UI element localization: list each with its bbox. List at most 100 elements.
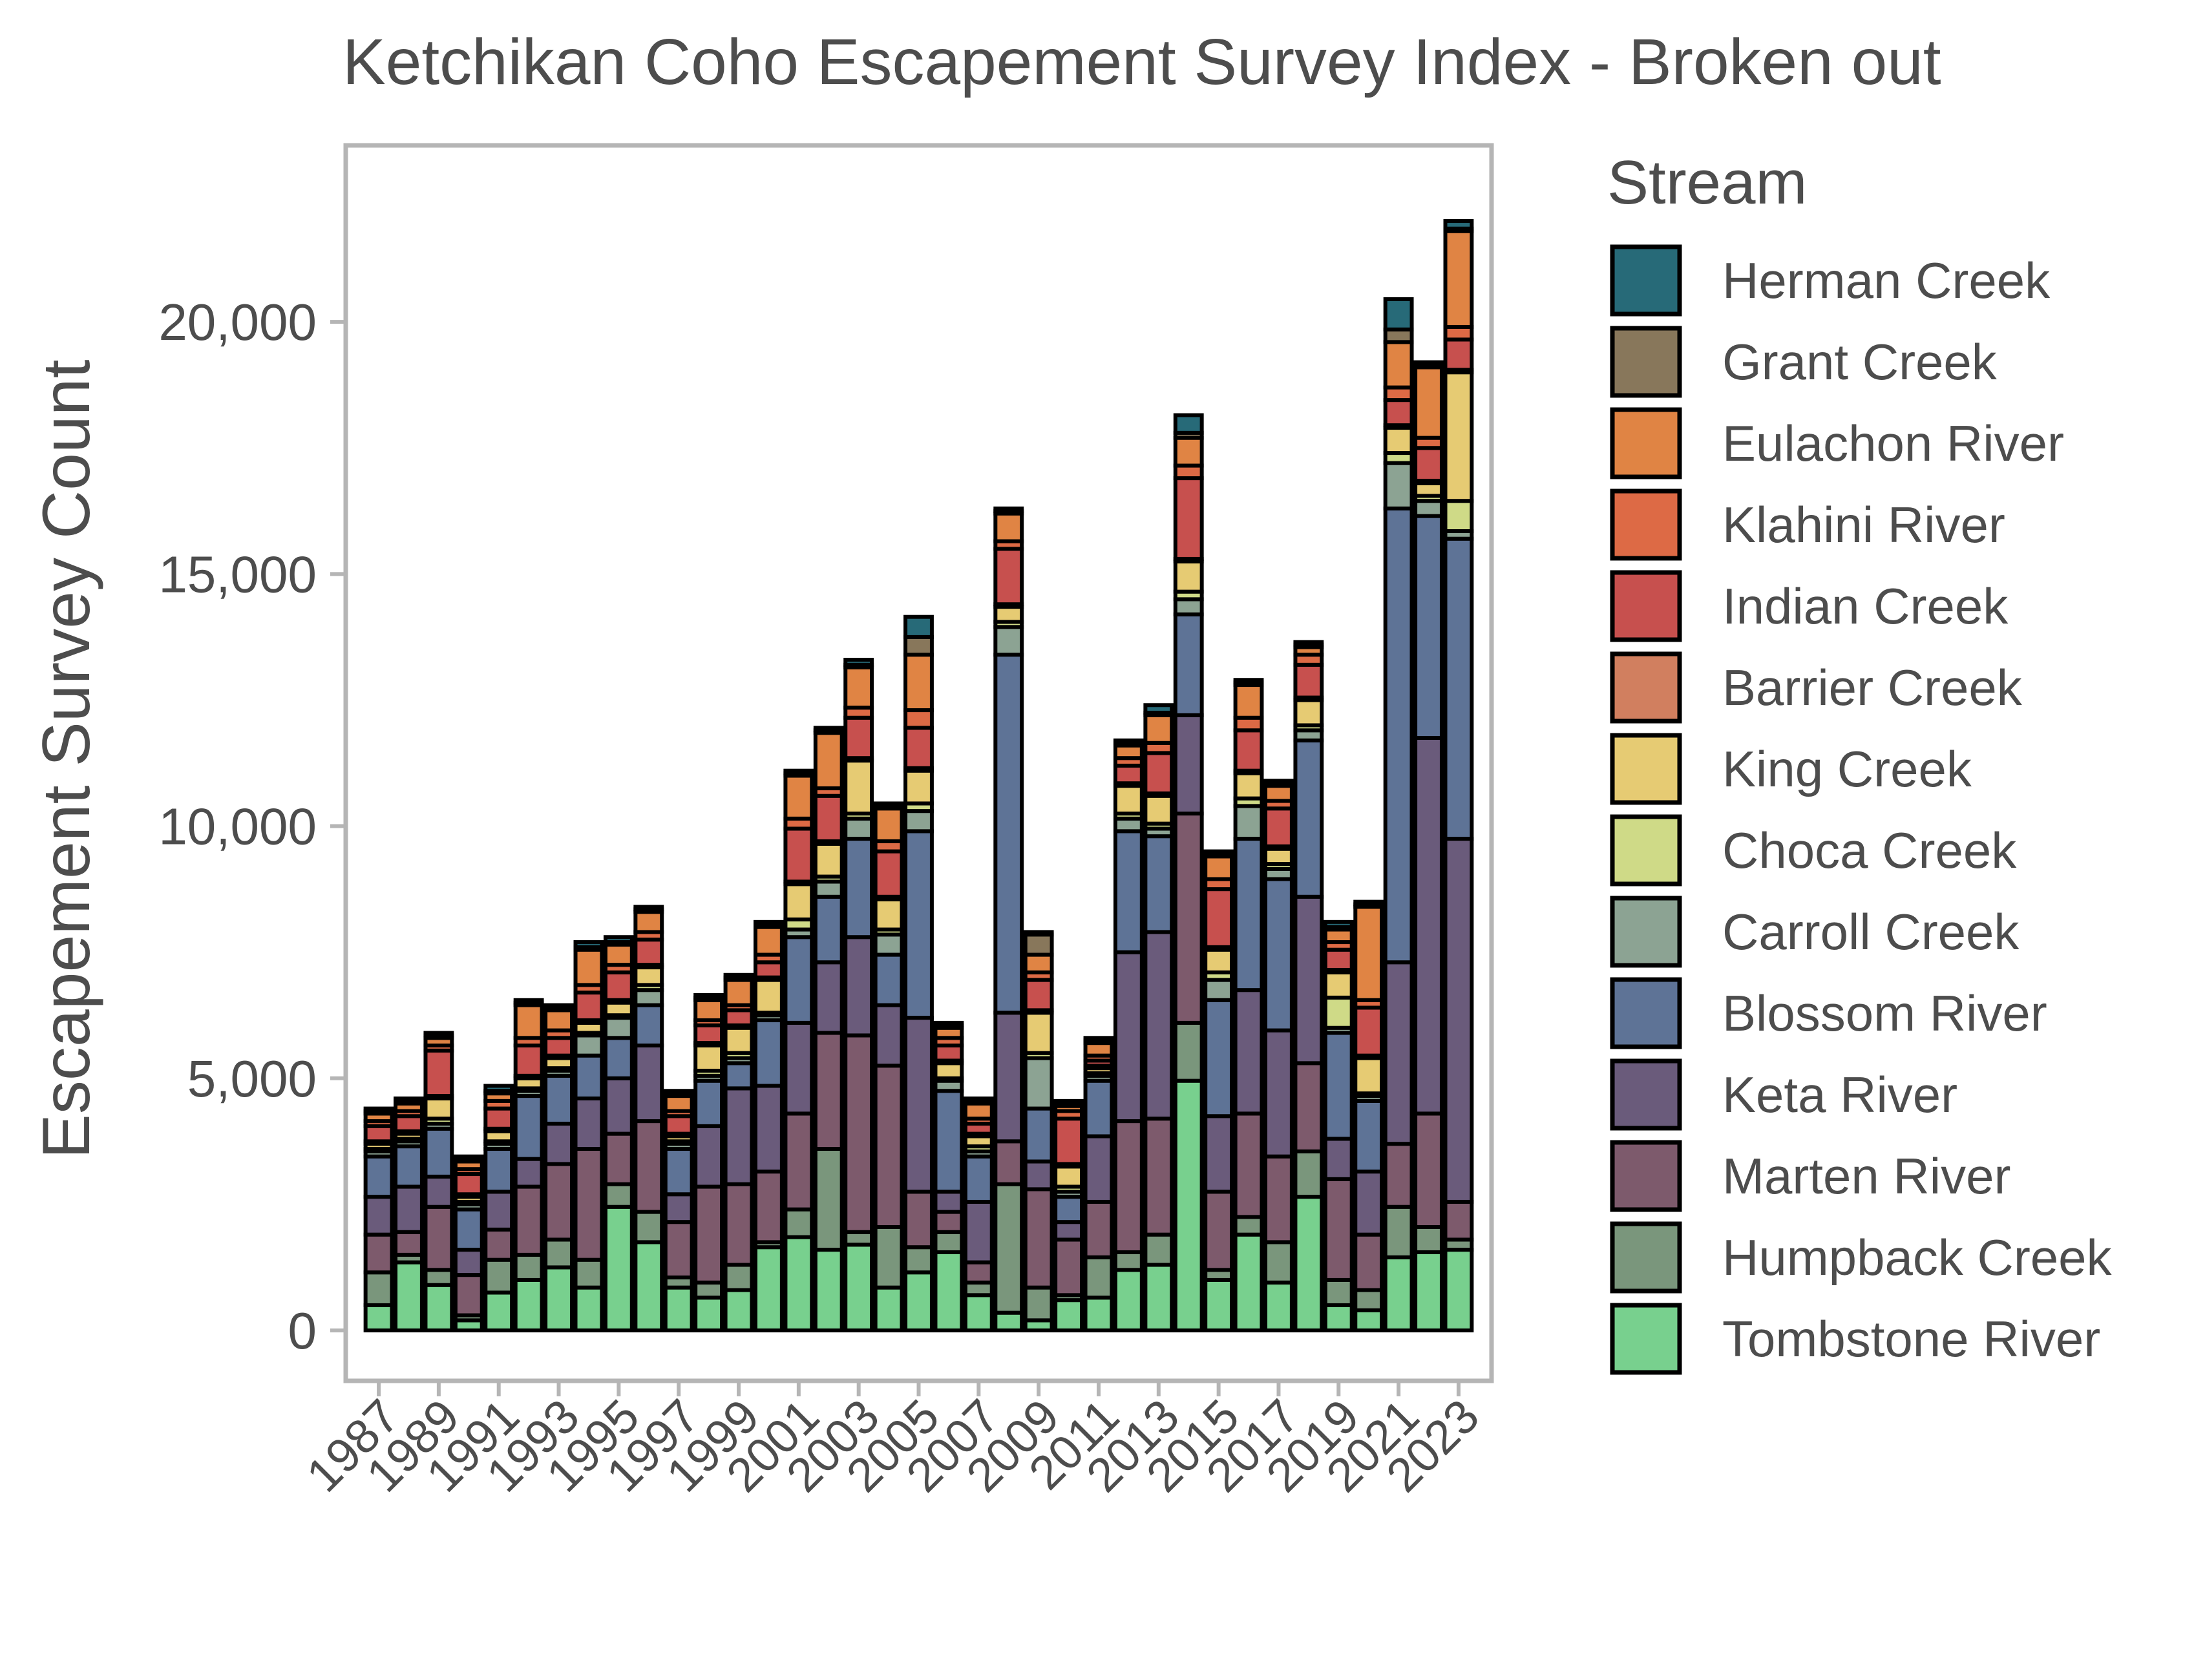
bar-segment [754,960,784,980]
bar-segment [1413,514,1444,740]
bar-segment [843,665,874,710]
bar-segment [1083,1036,1114,1043]
bar-segment [873,806,904,843]
bar-segment [873,1224,904,1290]
legend-key [1610,814,1682,887]
legend-key [1610,1140,1682,1212]
bar-segment [963,1293,994,1332]
bar-segment [633,905,664,912]
bar-segment [813,894,844,965]
bar-segment [394,1096,424,1103]
bar-segment [1053,1164,1084,1189]
bar-segment [663,1192,694,1224]
bar-segment [723,1008,754,1027]
bar-segment [843,935,874,1038]
bar-segment [1203,887,1234,949]
bar-segment [873,952,904,1007]
bar-segment [993,1182,1024,1315]
bar-segment [1173,559,1204,594]
legend-key [1610,651,1682,724]
legend-key [1610,896,1682,968]
bar-segment [783,1020,814,1116]
bar-segment [423,1204,454,1272]
bar-segment [1383,1255,1414,1332]
bar-segment [1443,1248,1474,1332]
bar-segment [483,1190,514,1232]
legend-label: Keta River [1722,1066,1957,1123]
bar-segment [394,1230,424,1257]
bar-segment [1173,713,1204,816]
bar-segment [873,849,904,899]
bar-segment [1353,1170,1384,1237]
bar-segment [783,768,814,775]
bar-segment [813,879,844,899]
legend-key [1610,977,1682,1049]
bar-segment [1383,426,1414,456]
bar-segment [933,1210,964,1234]
bar-segment [1323,1277,1354,1307]
bar-segment [663,1114,694,1136]
legend-label: Carroll Creek [1722,903,2020,960]
bar-segment [843,715,874,761]
bar-segment [1443,337,1474,372]
bar-segment [1293,1149,1324,1199]
bar-segment [1203,978,1234,1002]
bar-segment [1263,1154,1294,1244]
bar-segment [453,1207,484,1252]
legend-label: Grant Creek [1722,333,1998,390]
bar-segment [513,1252,544,1282]
bar-segment [573,940,604,949]
bar-segment [1413,1224,1444,1254]
bar-segment [1143,834,1174,934]
bar-segment [933,1044,964,1063]
bar-segment [754,978,784,1015]
bar-segment [1293,1195,1324,1332]
bar-segment [903,1016,934,1194]
bar-segment [993,1139,1024,1186]
bar-segment [1353,1288,1384,1312]
bar-segment [903,809,934,834]
bar-segment [633,910,664,934]
bar-segment [1023,1187,1054,1290]
bar-segment [723,1182,754,1267]
bar-segment [1233,771,1264,801]
legend-label: Marten River [1722,1148,2010,1204]
bar-segment [573,1147,604,1262]
bar-segment [1323,919,1354,929]
legend-label: Klahini River [1722,496,2005,553]
bar-segment [633,938,664,967]
bar-segment [1353,899,1384,907]
bar-segment [723,972,754,980]
bar-segment [693,1023,724,1045]
bar-segment [993,625,1024,657]
bar-segment [1113,763,1144,786]
bar-segment [723,1025,754,1055]
legend-key [1610,407,1682,479]
bar-segment [693,1296,724,1332]
bar-segment [603,1182,634,1209]
bar-segment [933,1089,964,1194]
legend-key [1610,1221,1682,1294]
bar-segment [1323,1177,1354,1282]
bar-segment [363,1106,394,1113]
y-tick-label: 20,000 [158,293,317,351]
bar-segment [394,1260,424,1332]
bar-segment [843,837,874,940]
bar-segment [1263,1028,1294,1159]
bar-segment [693,1184,724,1285]
bar-segment [1233,1232,1264,1332]
bar-segment [513,1044,544,1078]
bar-segment [1173,612,1204,717]
legend-label: Choca Creek [1722,822,2017,879]
bar-segment [1233,837,1264,992]
bar-segment [1353,1005,1384,1058]
bar-segment [783,935,814,1025]
bar-segment [1293,738,1324,899]
bar-segment [1293,640,1324,647]
bar-segment [1413,1111,1444,1229]
bar-segment [423,1048,454,1098]
bar-segment [1173,1078,1204,1332]
bar-segment [1143,1263,1174,1332]
bar-segment [483,1147,514,1194]
bar-segment [1413,735,1444,1116]
